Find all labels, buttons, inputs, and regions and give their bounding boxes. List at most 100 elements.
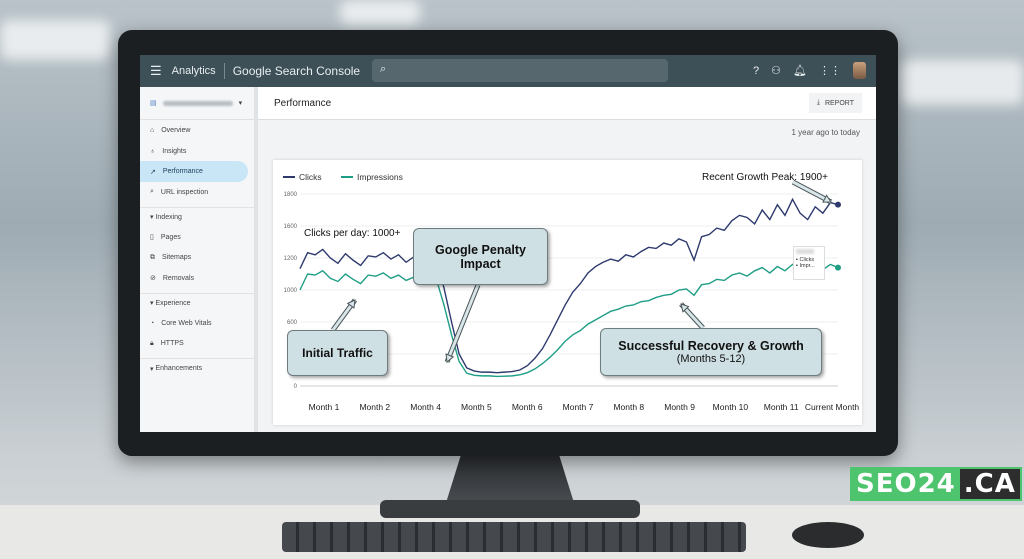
section-indexing[interactable]: ▾ Indexing (140, 206, 254, 227)
search-icon: ⌕ (380, 63, 387, 75)
sidebar-item-label: Pages (160, 233, 181, 241)
product-name: Google Search Console (232, 64, 361, 78)
y-tick-label: 0 (294, 384, 298, 390)
section-label: Enhancements (155, 365, 203, 373)
tooltip-clicks: Clicks (799, 257, 815, 263)
logo-tld: .CA (959, 469, 1020, 499)
search-input[interactable]: ⌕ (372, 59, 668, 82)
x-tick-label: Month 4 (410, 402, 441, 412)
series-line-impressions (299, 263, 839, 378)
sidebar-item-overview[interactable]: ⌂ Overview (140, 120, 248, 141)
x-tick-label: Current Month (805, 402, 860, 412)
performance-chart-card: Clicks Impressions 0 600 1000 1200 1600 1800 M… (273, 160, 862, 425)
sidebar-item-label: Performance (162, 168, 203, 176)
tooltip-impressions: Impr... (799, 263, 815, 269)
legend-label: Clicks (299, 172, 322, 182)
sidebar-item-pages[interactable]: ▯ Pages (140, 227, 248, 248)
lightbulb-icon: ♁ (150, 147, 156, 155)
lock-icon: 🔒︎ (150, 339, 154, 347)
chevron-down-icon: ▾ (238, 100, 243, 107)
x-tick-label: Month 10 (713, 402, 749, 412)
y-tick-label: 1200 (284, 256, 298, 262)
penalty-callout: Google Penalty Impact (413, 228, 548, 285)
logo-main: SEO24 (856, 469, 956, 499)
x-tick-label: Month 8 (613, 402, 644, 412)
monitor-base (380, 500, 640, 518)
callout-subtitle: (Months 5-12) (676, 353, 746, 365)
sidebar-item-sitemaps[interactable]: ⧉ Sitemaps (140, 247, 248, 268)
users-icon[interactable]: ⚇ (771, 65, 782, 77)
callout-arrow (445, 284, 480, 363)
arrow-head (346, 299, 356, 309)
avatar[interactable] (853, 62, 866, 79)
sidebar-item-label: Overview (161, 126, 191, 134)
site-icon: ▤ (150, 100, 157, 107)
sidebar-item-url-inspection[interactable]: ⌕ URL inspection (140, 182, 248, 203)
recovery-callout: Successful Recovery & Growth (Months 5-12… (600, 328, 822, 376)
sidebar-item-label: Core Web Vitals (161, 319, 212, 327)
section-enhancements[interactable]: ▾ Enhancements (140, 358, 254, 378)
y-tick-label: 600 (287, 320, 298, 326)
x-tick-label: Month 1 (309, 402, 340, 412)
x-tick-label: Month 6 (512, 402, 543, 412)
sidebar-item-label: Removals (162, 274, 194, 282)
report-label: REPORT (824, 99, 854, 107)
ceiling-light (0, 20, 110, 60)
mouse (792, 522, 864, 548)
performance-chart: 0 600 1000 1200 1600 1800 Month 1 Month 2 Month … (284, 179, 860, 412)
series-end-point (835, 264, 841, 271)
monitor-stand (445, 456, 575, 506)
removals-icon: ⊘ (150, 275, 156, 283)
callout-text: Initial Traffic (302, 346, 373, 360)
sidebar-item-performance[interactable]: ↗ Performance (140, 161, 248, 183)
chart-tooltip: ▪ Clicks ▪ Impr... (793, 246, 825, 280)
arrow-head (680, 303, 690, 313)
clicks-per-day-annotation: Clicks per day: 1000+ (304, 228, 401, 239)
help-icon[interactable]: ? (753, 64, 760, 77)
date-range[interactable]: 1 year ago to today (791, 128, 861, 137)
sidebar-item-label: URL inspection (160, 188, 209, 196)
legend-impressions[interactable]: Impressions (341, 172, 403, 182)
sidebar: ▤ ▾ ⌂ Overview ♁ Insights ↗ Performance ⌕ URL… (140, 87, 258, 432)
apps-grid-icon[interactable]: ⋮⋮ (819, 65, 841, 77)
download-icon: ⤓ (816, 99, 820, 106)
x-tick-label: Month 11 (764, 402, 799, 412)
sidebar-item-label: Insights (162, 147, 187, 155)
ceiling-light (340, 0, 420, 25)
y-tick-label: 1000 (284, 288, 298, 294)
callout-title: Successful Recovery & Growth (618, 339, 804, 353)
gauge-icon: ◔ (150, 319, 155, 327)
property-selector[interactable]: ▤ ▾ (140, 87, 254, 120)
home-icon: ⌂ (150, 126, 155, 134)
sidebar-item-insights[interactable]: ♁ Insights (140, 141, 248, 162)
arrow-head (445, 353, 455, 363)
legend-label: Impressions (357, 172, 403, 182)
sitemap-icon: ⧉ (150, 253, 155, 261)
hamburger-menu-icon[interactable]: ☰ (150, 63, 162, 78)
section-label: Indexing (155, 213, 182, 221)
screen: ☰ Analytics Google Search Console ⌕ ? ⚇ … (140, 55, 876, 432)
callout-text: Google Penalty Impact (435, 242, 526, 271)
x-tick-label: Month 9 (664, 402, 695, 412)
section-experience[interactable]: ▾ Experience (140, 292, 254, 313)
page-header: Performance ⤓ REPORT (258, 87, 876, 120)
x-tick-label: Month 2 (359, 402, 390, 412)
x-tick-label: Month 5 (461, 402, 492, 412)
sidebar-item-core-web-vitals[interactable]: ◔ Core Web Vitals (140, 313, 248, 334)
initial-traffic-callout: Initial Traffic (287, 330, 388, 376)
peak-annotation: Recent Growth Peak: 1900+ (702, 172, 828, 183)
x-tick-label: Month 7 (563, 402, 594, 412)
sidebar-item-removals[interactable]: ⊘ Removals (140, 268, 248, 289)
sidebar-item-https[interactable]: 🔒︎ HTTPS (140, 334, 248, 355)
divider (223, 63, 225, 79)
sidebar-item-label: HTTPS (160, 340, 184, 348)
export-report-button[interactable]: ⤓ REPORT (808, 93, 862, 113)
y-tick-label: 1600 (284, 224, 298, 230)
top-bar: ☰ Analytics Google Search Console ⌕ ? ⚇ … (140, 55, 876, 87)
bell-icon[interactable]: 🔔︎ (793, 65, 807, 77)
keyboard (282, 522, 746, 552)
legend-clicks[interactable]: Clicks (283, 172, 322, 182)
series-line-clicks (299, 197, 839, 374)
trending-up-icon: ↗ (150, 168, 156, 176)
series-end-point (835, 201, 841, 208)
